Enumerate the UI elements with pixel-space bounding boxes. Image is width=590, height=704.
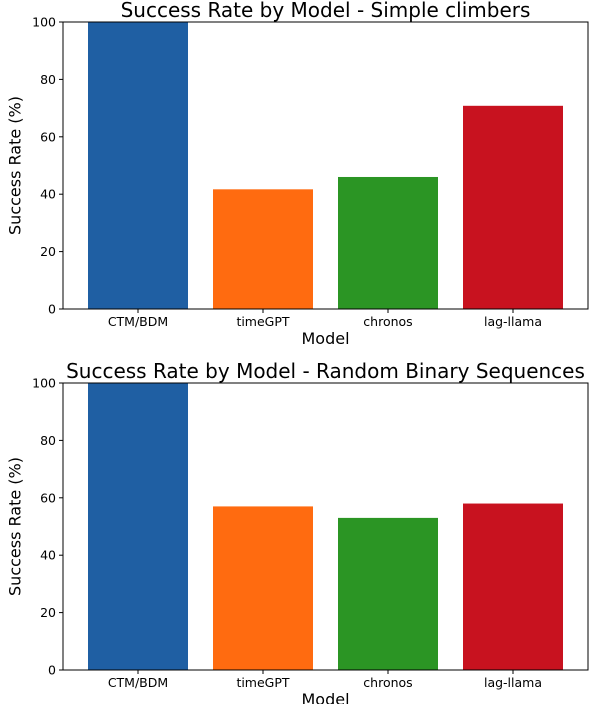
chart-random-binary-sequences: Success Rate by Model - Random Binary Se… bbox=[6, 359, 589, 704]
x-axis-label: Model bbox=[301, 329, 349, 348]
x-tick-label: chronos bbox=[363, 675, 412, 690]
y-tick-label: 80 bbox=[40, 433, 56, 448]
y-tick-label: 80 bbox=[40, 72, 56, 87]
axis-ticks: CTM/BDM timeGPT chronos lag-llama 0 20 40 60 80 1… bbox=[32, 376, 542, 691]
plot-frame bbox=[62, 21, 589, 310]
bars bbox=[88, 383, 563, 670]
bar-chronos bbox=[338, 517, 438, 670]
y-axis-label: Success Rate (%) bbox=[6, 457, 25, 596]
bar-timegpt bbox=[213, 506, 313, 670]
y-axis-label: Success Rate (%) bbox=[6, 96, 25, 235]
bar-lag-llama bbox=[463, 503, 563, 670]
x-tick-label: timeGPT bbox=[236, 675, 289, 690]
y-tick-label: 40 bbox=[40, 548, 56, 563]
y-tick-label: 60 bbox=[40, 490, 56, 505]
bar-ctm-bdm bbox=[88, 22, 188, 309]
x-tick-label: CTM/BDM bbox=[108, 314, 168, 329]
y-tick-label: 0 bbox=[48, 663, 56, 678]
y-tick-label: 40 bbox=[40, 187, 56, 202]
bar-timegpt bbox=[213, 189, 313, 309]
axis-ticks: CTM/BDM timeGPT chronos lag-llama 0 20 40 60 80 1… bbox=[32, 15, 542, 330]
x-tick-label: chronos bbox=[363, 314, 412, 329]
y-tick-label: 100 bbox=[32, 15, 56, 30]
chart-title: Success Rate by Model - Random Binary Se… bbox=[66, 359, 585, 383]
y-tick-label: 20 bbox=[40, 244, 56, 259]
bar-chronos bbox=[338, 176, 438, 309]
x-tick-label: lag-llama bbox=[484, 675, 542, 690]
y-tick-label: 100 bbox=[32, 376, 56, 391]
y-tick-label: 0 bbox=[48, 302, 56, 317]
y-tick-label: 20 bbox=[40, 605, 56, 620]
x-axis-label: Model bbox=[301, 690, 349, 704]
plot-frame bbox=[62, 382, 589, 671]
y-tick-label: 60 bbox=[40, 129, 56, 144]
bar-ctm-bdm bbox=[88, 383, 188, 670]
chart-title: Success Rate by Model - Simple climbers bbox=[121, 0, 531, 22]
x-tick-label: lag-llama bbox=[484, 314, 542, 329]
bar-lag-llama bbox=[463, 105, 563, 309]
x-tick-label: CTM/BDM bbox=[108, 675, 168, 690]
bars bbox=[88, 22, 563, 309]
chart-simple-climbers: Success Rate by Model - Simple climbers … bbox=[6, 0, 589, 348]
x-tick-label: timeGPT bbox=[236, 314, 289, 329]
